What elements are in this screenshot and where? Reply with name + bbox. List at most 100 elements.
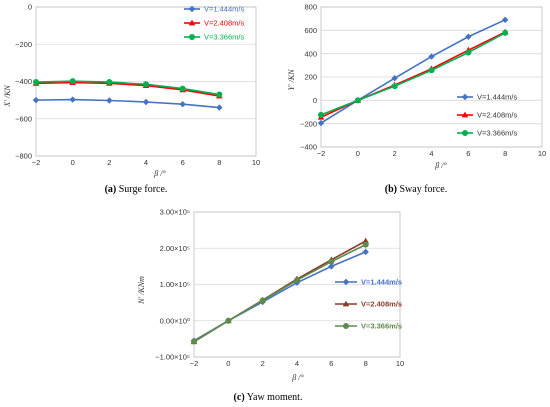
data-point: [362, 248, 369, 256]
legend-label: V=2.408m/s: [204, 19, 244, 28]
legend-label: V=1.444m/s: [204, 5, 244, 14]
data-point: [354, 97, 361, 104]
series-line: [35, 98, 220, 109]
legend-marker: [342, 278, 350, 286]
x-tick-label: −2: [317, 149, 326, 158]
caption-surge-label: (a): [105, 184, 117, 195]
plot-frame: [320, 6, 543, 148]
data-point: [142, 98, 150, 106]
caption-sway-label: (b): [385, 184, 397, 195]
y-tick-label: 0: [313, 96, 317, 105]
y-tick-label: −400: [300, 143, 317, 152]
y-tick-label: 2.00×10⁵: [160, 244, 190, 253]
data-point: [317, 119, 325, 127]
legend-label: V=3.366m/s: [477, 129, 517, 138]
legend-label: V=2.408m/s: [361, 300, 402, 309]
x-tick-label: −2: [32, 158, 41, 167]
x-tick-label: 0: [356, 149, 360, 158]
data-point: [318, 111, 324, 118]
series-line: [193, 243, 367, 343]
x-tick-label: 10: [396, 359, 404, 368]
series-line: [193, 251, 366, 342]
x-tick-label: 2: [261, 359, 265, 368]
data-point: [502, 29, 509, 36]
data-point: [465, 33, 472, 40]
data-point: [225, 317, 232, 324]
y-tick-label: −600: [15, 114, 32, 123]
x-tick-label: 4: [295, 359, 299, 368]
x-axis-label: β /°: [434, 161, 447, 170]
legend-marker: [188, 5, 196, 13]
caption-sway: (b) Sway force.: [385, 184, 448, 195]
y-tick-label: −400: [15, 77, 32, 86]
data-point: [106, 79, 113, 86]
x-tick-label: 6: [466, 149, 470, 158]
x-tick-label: 2: [107, 158, 111, 167]
x-tick-label: 4: [429, 149, 433, 158]
legend-marker: [188, 19, 196, 26]
data-point: [428, 67, 435, 74]
x-tick-label: 6: [181, 158, 185, 167]
y-tick-label: 3.00×10⁵: [160, 208, 190, 217]
y-tick-label: 800: [304, 3, 317, 12]
y-tick-label: −1.00×10⁵: [155, 353, 190, 362]
legend-label: V=1.444m/s: [361, 278, 402, 287]
x-tick-label: 10: [252, 158, 260, 167]
legend-label: V=3.366m/s: [361, 322, 402, 331]
y-tick-label: 1.00×10⁵: [160, 280, 190, 289]
x-tick-label: 2: [393, 149, 397, 158]
data-point: [179, 85, 186, 92]
panel-sway: 800 600 400 200 0 −200 −400−2 0 2 4 6 8 10 Y′ /KN β /°…: [287, 3, 546, 170]
y-tick-label: −800: [15, 152, 32, 161]
x-tick-label: 4: [144, 158, 148, 167]
y-tick-label: 600: [304, 26, 317, 35]
data-point: [501, 16, 509, 24]
panel-surge: 0 −200 −400 −600 −800−2 0 2 4 6 8 10 X′ /KN β /° V=1.…: [3, 3, 260, 178]
data-point: [328, 258, 335, 265]
x-tick-label: 0: [71, 158, 75, 167]
legend-marker: [461, 111, 469, 118]
y-axis-label: N′ /KNm: [137, 276, 146, 305]
x-axis-label: β /°: [291, 373, 304, 382]
caption-sway-text: Sway force.: [397, 184, 447, 195]
x-tick-label: 6: [329, 359, 333, 368]
data-point: [69, 78, 76, 85]
y-tick-label: 200: [304, 73, 317, 82]
data-point: [69, 96, 76, 103]
caption-yaw: (c) Yaw moment.: [234, 392, 303, 403]
caption-yaw-label: (c): [234, 392, 245, 403]
data-point: [391, 83, 398, 90]
data-point: [259, 297, 266, 304]
data-point: [32, 96, 40, 104]
caption-surge-text: Surge force.: [116, 184, 167, 195]
y-tick-label: 0.00×10⁰: [160, 316, 190, 325]
data-point: [465, 49, 472, 56]
x-tick-label: 10: [538, 149, 546, 158]
x-tick-label: 8: [217, 158, 221, 167]
data-point: [179, 101, 186, 108]
plot-frame: [193, 211, 401, 358]
data-point: [294, 277, 300, 284]
data-point: [428, 53, 435, 60]
data-point: [191, 338, 197, 345]
x-tick-label: 8: [364, 359, 368, 368]
x-axis-label: β /°: [153, 169, 166, 178]
y-axis-label: Y′ /KN: [287, 69, 296, 91]
y-tick-label: −200: [300, 119, 317, 128]
legend-marker: [461, 93, 469, 101]
series-line: [320, 19, 506, 124]
data-point: [362, 237, 369, 244]
data-point: [362, 241, 369, 248]
panel-yaw: 3.00×10⁵ 2.00×10⁵ 1.00×10⁵ 0.00×10⁰ −1.00×10…: [137, 208, 404, 382]
caption-surge: (a) Surge force.: [105, 184, 168, 195]
legend-marker: [189, 34, 195, 40]
y-tick-label: −200: [15, 40, 32, 49]
data-point: [106, 97, 113, 104]
data-point: [33, 79, 39, 86]
data-point: [143, 81, 149, 88]
series-line: [320, 32, 506, 116]
legend-label: V=1.444m/s: [477, 93, 517, 102]
caption-yaw-text: Yaw moment.: [245, 392, 303, 403]
data-point: [328, 263, 335, 270]
